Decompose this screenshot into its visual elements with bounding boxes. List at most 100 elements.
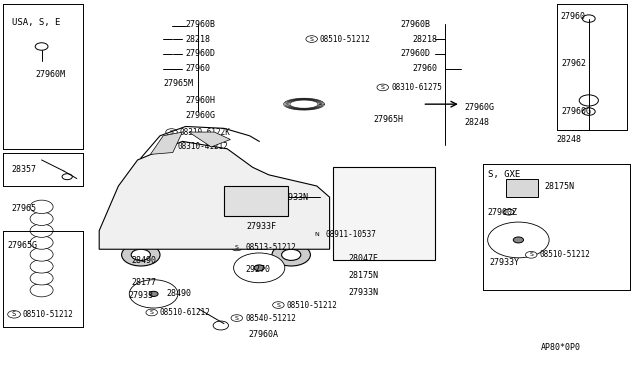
- Circle shape: [131, 249, 150, 260]
- Text: 27933F: 27933F: [246, 222, 276, 231]
- Circle shape: [164, 144, 175, 150]
- Circle shape: [246, 260, 272, 275]
- Text: 27933Y: 27933Y: [490, 258, 520, 267]
- Text: 27965H: 27965H: [373, 115, 403, 124]
- Circle shape: [30, 260, 53, 273]
- Circle shape: [35, 43, 48, 50]
- Polygon shape: [333, 167, 435, 260]
- Text: 08513-51212: 08513-51212: [245, 243, 296, 252]
- Text: S: S: [150, 310, 154, 315]
- Text: 08510-51212: 08510-51212: [22, 310, 73, 319]
- Text: 27960G: 27960G: [561, 107, 591, 116]
- Circle shape: [246, 227, 272, 242]
- Polygon shape: [99, 141, 330, 249]
- Circle shape: [240, 257, 278, 279]
- Text: 27960G: 27960G: [464, 103, 494, 112]
- Text: 08510-61212: 08510-61212: [160, 308, 211, 317]
- Circle shape: [504, 232, 532, 248]
- Text: 08310-6122K: 08310-6122K: [180, 128, 230, 137]
- Text: 27933: 27933: [128, 291, 153, 300]
- Text: 28248: 28248: [557, 135, 582, 144]
- Text: S: S: [12, 311, 16, 317]
- Text: 27960: 27960: [560, 12, 585, 21]
- Text: 27960A: 27960A: [248, 330, 278, 339]
- Text: 28490: 28490: [131, 256, 156, 265]
- Text: 27900Z: 27900Z: [488, 208, 518, 217]
- Circle shape: [30, 272, 53, 285]
- Circle shape: [234, 253, 285, 283]
- Circle shape: [122, 244, 160, 266]
- Circle shape: [273, 302, 284, 308]
- Circle shape: [525, 251, 537, 258]
- Circle shape: [30, 212, 53, 225]
- Circle shape: [146, 309, 157, 316]
- Polygon shape: [506, 179, 538, 197]
- Text: 29270: 29270: [245, 265, 270, 274]
- Text: 28218: 28218: [413, 35, 438, 44]
- Circle shape: [231, 244, 243, 251]
- Text: 28047E: 28047E: [349, 254, 379, 263]
- Circle shape: [30, 236, 53, 249]
- Text: 08911-10537: 08911-10537: [325, 230, 376, 239]
- Circle shape: [129, 280, 178, 308]
- Text: 28218: 28218: [186, 35, 211, 44]
- Circle shape: [142, 287, 165, 301]
- Text: N: N: [314, 232, 319, 237]
- Text: 27965: 27965: [12, 204, 36, 213]
- Text: S, GXE: S, GXE: [488, 170, 520, 179]
- Text: S: S: [381, 85, 385, 90]
- Circle shape: [582, 15, 595, 22]
- Text: S: S: [235, 245, 239, 250]
- Circle shape: [579, 95, 598, 106]
- Text: S: S: [235, 315, 239, 321]
- Text: S: S: [170, 129, 173, 135]
- Text: 08510-51212: 08510-51212: [287, 301, 337, 310]
- Circle shape: [582, 108, 595, 115]
- Circle shape: [306, 36, 317, 42]
- Circle shape: [377, 84, 388, 91]
- Text: 27960H: 27960H: [186, 96, 216, 105]
- Text: 08510-51212: 08510-51212: [320, 35, 371, 44]
- Text: 08310-61275: 08310-61275: [391, 83, 442, 92]
- Text: 28490: 28490: [166, 289, 191, 298]
- Text: 27933N: 27933N: [349, 288, 379, 296]
- Text: 27965M: 27965M: [163, 79, 193, 88]
- Circle shape: [136, 283, 172, 304]
- Text: 27965G: 27965G: [8, 241, 38, 250]
- Text: 28175: 28175: [253, 196, 278, 205]
- Text: S: S: [310, 36, 314, 42]
- Text: 28177: 28177: [131, 278, 156, 287]
- Circle shape: [311, 231, 323, 238]
- Circle shape: [8, 311, 20, 318]
- Circle shape: [513, 237, 524, 243]
- Text: 08310-41212: 08310-41212: [178, 142, 228, 151]
- Circle shape: [488, 222, 549, 258]
- Text: 27933N: 27933N: [278, 193, 308, 202]
- Text: 27960G: 27960G: [186, 111, 216, 120]
- Text: S: S: [529, 252, 533, 257]
- Circle shape: [30, 283, 53, 297]
- Circle shape: [30, 200, 53, 214]
- Text: 27960D: 27960D: [186, 49, 216, 58]
- Text: 28357: 28357: [12, 165, 36, 174]
- Polygon shape: [150, 132, 182, 154]
- Circle shape: [254, 265, 264, 271]
- Text: USA, S, E: USA, S, E: [12, 18, 60, 27]
- Text: 27960M: 27960M: [35, 70, 65, 79]
- Text: 27960: 27960: [186, 64, 211, 73]
- Text: 08510-51212: 08510-51212: [540, 250, 590, 259]
- Text: AP80*0P0: AP80*0P0: [541, 343, 581, 352]
- Polygon shape: [189, 132, 230, 147]
- Circle shape: [272, 244, 310, 266]
- Circle shape: [254, 231, 264, 237]
- Text: S: S: [276, 302, 280, 308]
- Text: 27962: 27962: [561, 59, 586, 68]
- Circle shape: [213, 321, 228, 330]
- Circle shape: [282, 249, 301, 260]
- Circle shape: [30, 248, 53, 261]
- Circle shape: [30, 224, 53, 237]
- Circle shape: [62, 174, 72, 180]
- Circle shape: [240, 223, 278, 246]
- Text: 27960B: 27960B: [400, 20, 430, 29]
- Text: 28175N: 28175N: [544, 182, 574, 190]
